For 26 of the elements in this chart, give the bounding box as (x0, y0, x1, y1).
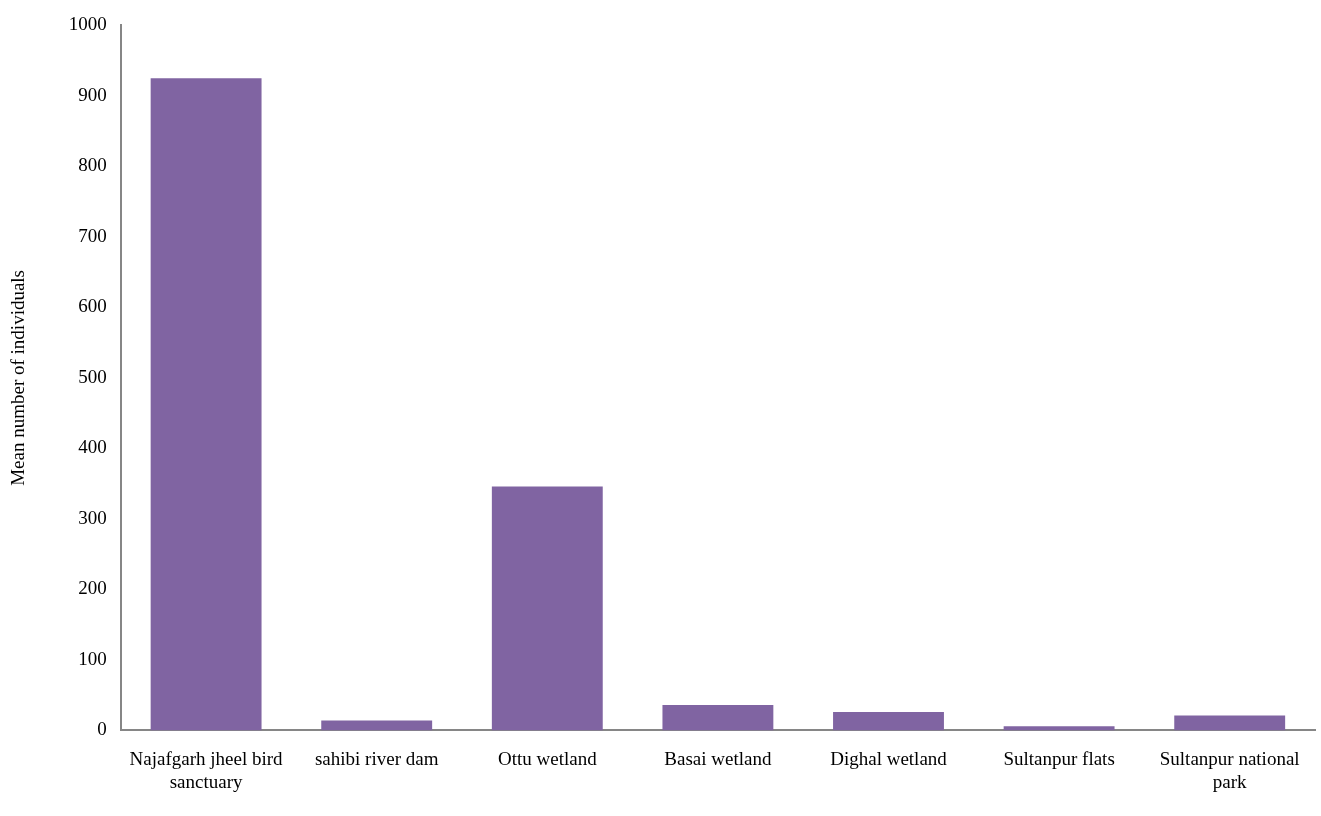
x-tick-label: Basai wetland (664, 747, 772, 769)
y-tick-label: 200 (78, 577, 107, 599)
y-tick-label: 600 (78, 295, 107, 317)
y-tick-label: 0 (97, 718, 107, 740)
y-tick-label: 900 (78, 83, 107, 105)
bar (1003, 726, 1115, 731)
x-tick-label: Dighal wetland (830, 747, 948, 769)
bar (662, 705, 774, 731)
y-tick-label: 100 (78, 647, 107, 669)
y-tick-label: 1000 (68, 13, 107, 35)
bar (833, 712, 944, 731)
x-tick-label: Ottu wetland (497, 747, 598, 769)
bar (491, 486, 603, 731)
bar (1174, 715, 1286, 731)
y-tick-label: 700 (78, 224, 107, 246)
x-tick-label: sahibi river dam (314, 747, 439, 769)
y-tick-label: 500 (78, 365, 107, 387)
y-tick-label: 800 (78, 154, 107, 176)
x-tick-label: Sultanpur national park (1159, 747, 1300, 792)
bar (150, 78, 262, 731)
y-tick-label: 400 (78, 436, 107, 458)
x-tick-label: Sultanpur flats (1003, 747, 1115, 769)
bar (321, 720, 433, 731)
x-tick-label: Najafgarh jheel bird sanctuary (129, 747, 284, 792)
y-tick-label: 300 (78, 506, 107, 528)
y-axis-title: Mean number of individuals (7, 269, 29, 486)
